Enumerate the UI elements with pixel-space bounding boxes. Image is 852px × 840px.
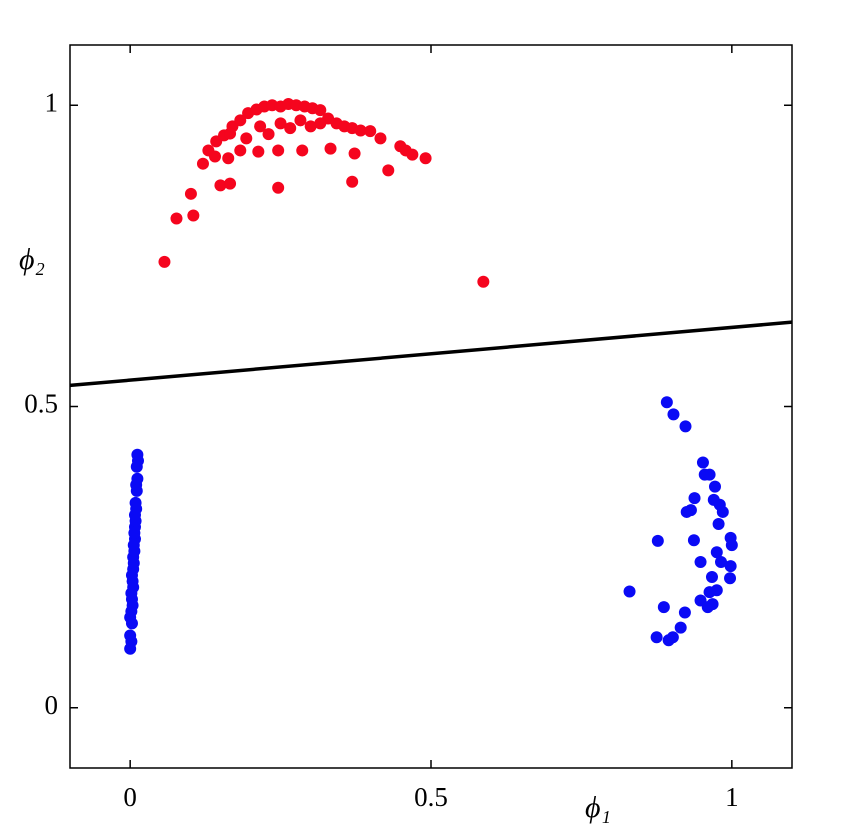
point (346, 175, 359, 188)
point (688, 492, 701, 505)
x-axis-label: ϕ₁ (585, 791, 611, 824)
point (240, 132, 253, 145)
point (224, 177, 237, 190)
point (694, 555, 707, 568)
point (314, 117, 327, 130)
point (304, 120, 317, 133)
y-tick-label: 1 (45, 87, 59, 117)
plot-frame (69, 44, 793, 769)
point (406, 148, 419, 161)
point (710, 546, 723, 559)
point (715, 555, 728, 568)
point (124, 629, 137, 642)
point (272, 181, 285, 194)
point (419, 152, 432, 165)
point (696, 456, 709, 469)
point (650, 631, 663, 644)
point (678, 606, 691, 619)
point (623, 585, 636, 598)
point (324, 142, 337, 155)
point (348, 147, 361, 160)
point (284, 122, 297, 135)
point (477, 275, 490, 288)
point (234, 114, 247, 127)
point (170, 212, 183, 225)
point (196, 157, 209, 170)
y-tick-label: 0 (45, 690, 59, 720)
point (209, 150, 222, 163)
point (222, 152, 235, 165)
point (272, 144, 285, 157)
x-tick-label: 0 (123, 782, 137, 812)
point (725, 539, 738, 552)
y-axis-label: ϕ₂ (19, 243, 45, 276)
point (234, 144, 247, 157)
x-tick-label: 0.5 (414, 782, 448, 812)
point (294, 114, 307, 127)
point (680, 505, 693, 518)
point (314, 104, 327, 117)
point (706, 598, 719, 611)
point (662, 634, 675, 647)
point (296, 144, 309, 157)
point (716, 505, 729, 518)
point (214, 179, 227, 192)
point (651, 534, 664, 547)
point (252, 145, 265, 158)
x-tick-label: 1 (725, 782, 739, 812)
point (687, 534, 700, 547)
point (131, 448, 144, 461)
point (657, 601, 670, 614)
y-tick-label: 0.5 (24, 389, 58, 419)
point (364, 125, 377, 138)
point (158, 255, 171, 268)
point (354, 124, 367, 137)
decision-boundary (69, 320, 793, 388)
point (674, 621, 687, 634)
point (382, 164, 395, 177)
point (254, 120, 267, 133)
point (374, 132, 387, 145)
point (187, 209, 200, 222)
point (274, 117, 287, 130)
point (679, 420, 692, 433)
point (703, 586, 716, 599)
point (708, 480, 721, 493)
point (703, 468, 716, 481)
point (667, 408, 680, 421)
point (224, 127, 237, 140)
point (705, 571, 718, 584)
point (712, 517, 725, 530)
point (724, 560, 737, 573)
point (660, 396, 673, 409)
point (131, 472, 144, 485)
point (262, 128, 275, 141)
point (184, 187, 197, 200)
point (129, 496, 142, 509)
point (724, 572, 737, 585)
